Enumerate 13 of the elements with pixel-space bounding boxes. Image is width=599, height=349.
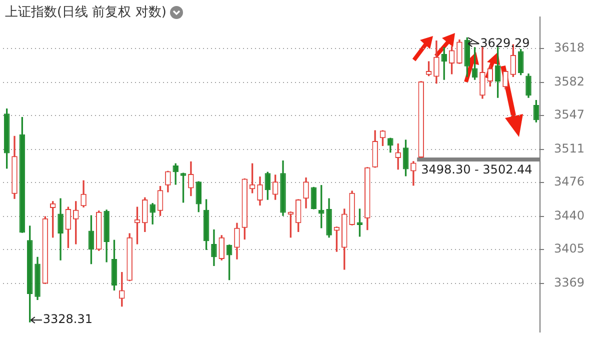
candlestick bbox=[395, 143, 401, 170]
y-tick-label: 3440 bbox=[554, 208, 585, 223]
y-tick-label: 3511 bbox=[554, 142, 585, 156]
chart-title: 上证指数(日线 前复权 对数) bbox=[5, 4, 166, 21]
y-tick-label: 3582 bbox=[554, 74, 585, 89]
annotation: 3629.29 bbox=[480, 36, 530, 50]
y-tick-label: 3476 bbox=[554, 174, 585, 189]
y-tick-label: 3405 bbox=[554, 242, 585, 256]
y-tick-label: 3369 bbox=[554, 276, 585, 290]
y-tick-label: 3618 bbox=[554, 40, 585, 54]
annotation: 3328.31 bbox=[42, 312, 92, 326]
band-label: 3498.30 - 3502.44 bbox=[421, 162, 532, 177]
y-tick-label: 3547 bbox=[554, 108, 585, 122]
